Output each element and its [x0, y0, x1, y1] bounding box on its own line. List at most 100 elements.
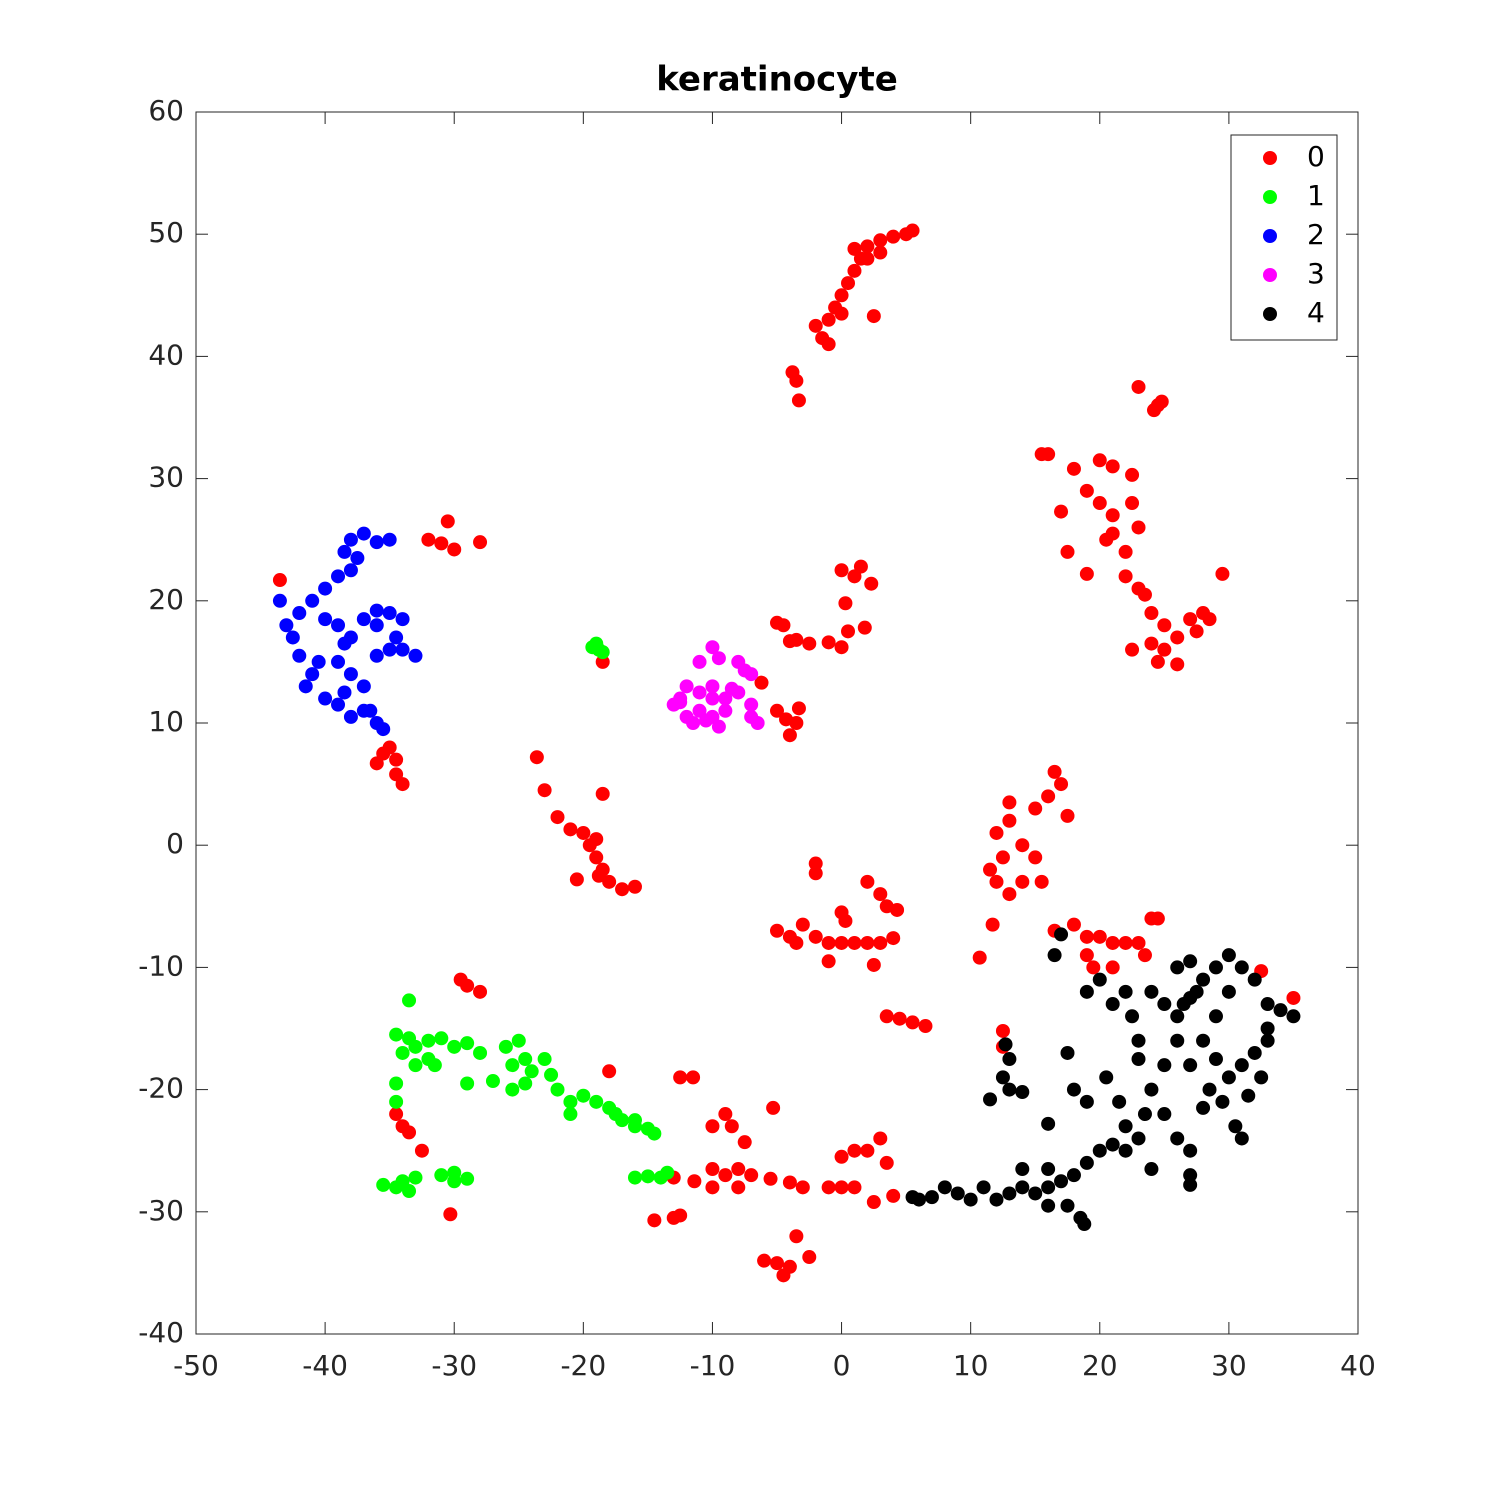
point — [1092, 1143, 1107, 1158]
point — [673, 1070, 688, 1085]
point — [1150, 654, 1165, 669]
point — [983, 1092, 998, 1107]
point — [602, 1064, 617, 1079]
point — [860, 1143, 875, 1158]
point — [995, 1023, 1010, 1038]
x-tick-label: 20 — [1082, 1349, 1118, 1382]
point — [834, 563, 849, 578]
point — [311, 654, 326, 669]
point — [1125, 467, 1140, 482]
point — [1144, 1082, 1159, 1097]
point — [369, 603, 384, 618]
point — [1183, 1177, 1198, 1192]
point — [763, 1171, 778, 1186]
point — [647, 1126, 662, 1141]
point — [356, 679, 371, 694]
point — [408, 1058, 423, 1073]
point — [1015, 838, 1030, 853]
point — [834, 1180, 849, 1195]
point — [1041, 1116, 1056, 1131]
point — [505, 1082, 520, 1097]
point — [1079, 566, 1094, 581]
x-tick-label: 40 — [1340, 1349, 1376, 1382]
point — [873, 1131, 888, 1146]
point — [744, 709, 759, 724]
y-tick-label: 60 — [148, 94, 184, 127]
series-3 — [666, 640, 765, 734]
legend-label: 0 — [1307, 140, 1325, 173]
point — [402, 1184, 417, 1199]
point — [363, 703, 378, 718]
point — [389, 1076, 404, 1091]
point — [1286, 990, 1301, 1005]
point — [776, 1268, 791, 1283]
point — [1196, 1033, 1211, 1048]
point — [1066, 917, 1081, 932]
point — [576, 825, 591, 840]
x-tick-label: 10 — [953, 1349, 989, 1382]
point — [1112, 1094, 1127, 1109]
point — [1105, 1137, 1120, 1152]
point — [1041, 1162, 1056, 1177]
point — [627, 1113, 642, 1128]
point — [802, 1250, 817, 1265]
point — [292, 606, 307, 621]
legend-label: 3 — [1307, 257, 1325, 290]
point — [1202, 612, 1217, 627]
point — [860, 874, 875, 889]
point — [1137, 587, 1152, 602]
point — [498, 1039, 513, 1054]
point — [924, 1190, 939, 1205]
point — [770, 1256, 784, 1271]
point — [537, 1052, 552, 1067]
point — [1015, 1180, 1030, 1195]
point — [1196, 972, 1211, 987]
point — [841, 276, 856, 291]
y-tick-label: -40 — [138, 1316, 184, 1349]
point — [408, 1039, 423, 1054]
point — [292, 648, 307, 663]
point — [395, 612, 410, 627]
point — [847, 1180, 862, 1195]
point — [1041, 1180, 1056, 1195]
point — [1079, 1155, 1094, 1170]
point — [860, 239, 875, 254]
point — [1015, 874, 1030, 889]
point — [447, 1174, 462, 1189]
point — [343, 532, 358, 547]
point — [1170, 657, 1185, 672]
point — [505, 1058, 520, 1073]
point — [1041, 789, 1056, 804]
point — [1247, 972, 1262, 987]
point — [389, 752, 404, 767]
point — [1189, 624, 1204, 639]
point — [879, 1009, 894, 1024]
point — [1170, 960, 1185, 975]
point — [937, 1180, 952, 1195]
point — [744, 1168, 759, 1183]
point — [808, 866, 823, 881]
point — [808, 856, 823, 871]
point — [1170, 1033, 1185, 1048]
point — [1260, 1021, 1275, 1036]
point — [864, 576, 879, 591]
point — [705, 1162, 720, 1177]
point — [718, 1107, 733, 1122]
point — [1028, 850, 1043, 865]
point — [1105, 508, 1120, 523]
point — [847, 263, 862, 278]
point — [1125, 496, 1140, 511]
point — [1154, 394, 1169, 409]
point — [1118, 984, 1133, 999]
point — [1241, 1088, 1256, 1103]
point — [718, 703, 733, 718]
point — [447, 542, 462, 557]
y-tick-label: 10 — [148, 705, 184, 738]
point — [1060, 808, 1075, 823]
point — [718, 1168, 733, 1183]
point — [905, 223, 920, 238]
point — [1137, 1107, 1152, 1122]
point — [485, 1074, 500, 1089]
point — [595, 654, 610, 669]
